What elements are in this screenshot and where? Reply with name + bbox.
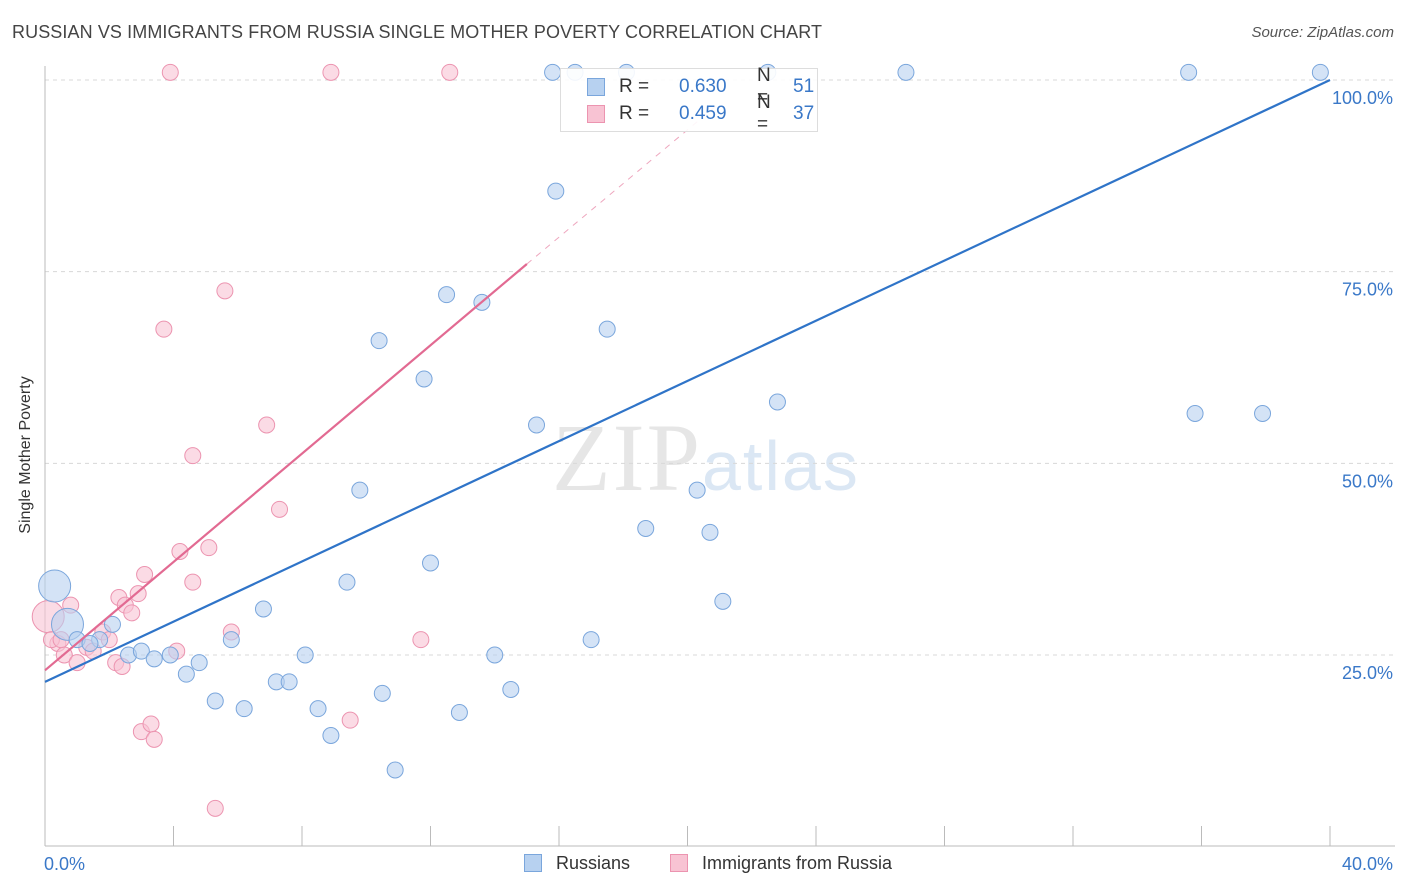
immigrants-point <box>184 447 202 465</box>
russians-point <box>132 642 150 660</box>
x-tick-label: 0.0% <box>44 854 85 874</box>
russians-point <box>422 554 439 572</box>
russians-point <box>190 654 208 672</box>
bottom-russians-swatch <box>524 854 542 872</box>
immigrants-point <box>145 730 163 748</box>
russians-point <box>222 631 240 649</box>
immigrants-point <box>412 631 430 649</box>
bottom-russians-label: Russians <box>556 853 631 873</box>
russians-point <box>688 481 706 499</box>
immigrants-r-value: 0.459 <box>679 103 727 124</box>
russians-point <box>296 646 314 664</box>
immigrants-point <box>322 63 340 81</box>
russians-point <box>1180 63 1198 81</box>
y-tick-label: 50.0% <box>1342 471 1393 491</box>
x-tick-label: 40.0% <box>1342 854 1393 874</box>
russians-point <box>206 692 224 710</box>
russians-point <box>145 650 163 668</box>
watermark-atlas: atlas <box>702 427 860 505</box>
russians-point <box>81 635 99 652</box>
immigrants-point <box>184 573 202 591</box>
russians-r-label: R = <box>619 76 650 97</box>
russians-point <box>637 520 655 537</box>
russians-point <box>309 700 327 718</box>
russians-swatch <box>587 78 605 96</box>
immigrants-n-value: 37 <box>793 103 815 124</box>
immigrants-point <box>200 539 218 557</box>
immigrants-n-label: N = <box>757 92 771 135</box>
y-tick-label: 25.0% <box>1342 663 1393 683</box>
watermark-zip: ZIP <box>552 404 702 511</box>
russians-point <box>177 665 195 683</box>
russians-point <box>486 646 504 664</box>
russians-point <box>373 684 391 702</box>
russians-point <box>598 320 616 338</box>
immigrants-point <box>206 799 224 817</box>
russians-point <box>701 523 719 541</box>
y-axis-label: Single Mother Poverty <box>17 376 34 534</box>
russians-n-value: 51 <box>793 76 815 97</box>
russians-point <box>235 700 253 718</box>
russians-point <box>38 569 72 603</box>
russians-n-label: N = <box>757 65 771 108</box>
russians-point <box>768 393 786 411</box>
immigrants-point <box>142 715 160 733</box>
correlation-legend: R = 0.630 N = 51 R = 0.459 N = 37 <box>560 65 818 135</box>
russians-point <box>103 615 121 633</box>
immigrants-swatch <box>587 105 605 123</box>
immigrants-point <box>271 500 289 518</box>
immigrants-point <box>155 320 173 338</box>
immigrants-point <box>216 282 234 300</box>
russians-point <box>714 592 732 610</box>
russians-point <box>351 481 369 499</box>
y-tick-label: 75.0% <box>1342 280 1393 300</box>
russians-point <box>544 63 562 81</box>
russians-point <box>528 416 546 434</box>
russians-point <box>161 646 179 664</box>
chart-title: RUSSIAN VS IMMIGRANTS FROM RUSSIA SINGLE… <box>12 22 823 42</box>
russians-point <box>547 182 565 200</box>
immigrants-r-label: R = <box>619 103 650 124</box>
russians-point <box>280 673 298 691</box>
immigrants-point <box>171 543 189 560</box>
russians-point <box>450 704 468 721</box>
immigrants-point <box>161 63 179 81</box>
russians-point <box>438 286 456 304</box>
y-tick-label: 100.0% <box>1332 88 1393 108</box>
russians-point <box>254 600 272 618</box>
russians-r-value: 0.630 <box>679 76 727 97</box>
russians-point <box>502 681 520 698</box>
russians-point <box>338 573 356 591</box>
immigrants-point <box>258 416 276 434</box>
source-label: Source: ZipAtlas.com <box>1251 24 1394 41</box>
russians-point <box>1186 405 1204 422</box>
bottom-immigrants-label: Immigrants from Russia <box>702 853 893 873</box>
immigrants-point <box>341 711 359 729</box>
russians-point <box>386 761 404 779</box>
bottom-immigrants-swatch <box>670 854 688 872</box>
immigrants-point <box>136 566 154 583</box>
russians-point <box>1254 405 1272 422</box>
russians-trendline <box>44 79 1331 683</box>
watermark: ZIPatlas <box>552 402 860 513</box>
immigrants-point <box>441 63 459 81</box>
immigrants-trendline <box>44 263 528 672</box>
russians-point <box>415 370 433 388</box>
russians-point <box>370 332 388 350</box>
immigrants-point <box>123 604 141 622</box>
russians-point <box>897 63 915 81</box>
russians-point <box>1311 63 1329 81</box>
russians-point <box>322 727 340 744</box>
russians-point <box>582 631 600 649</box>
